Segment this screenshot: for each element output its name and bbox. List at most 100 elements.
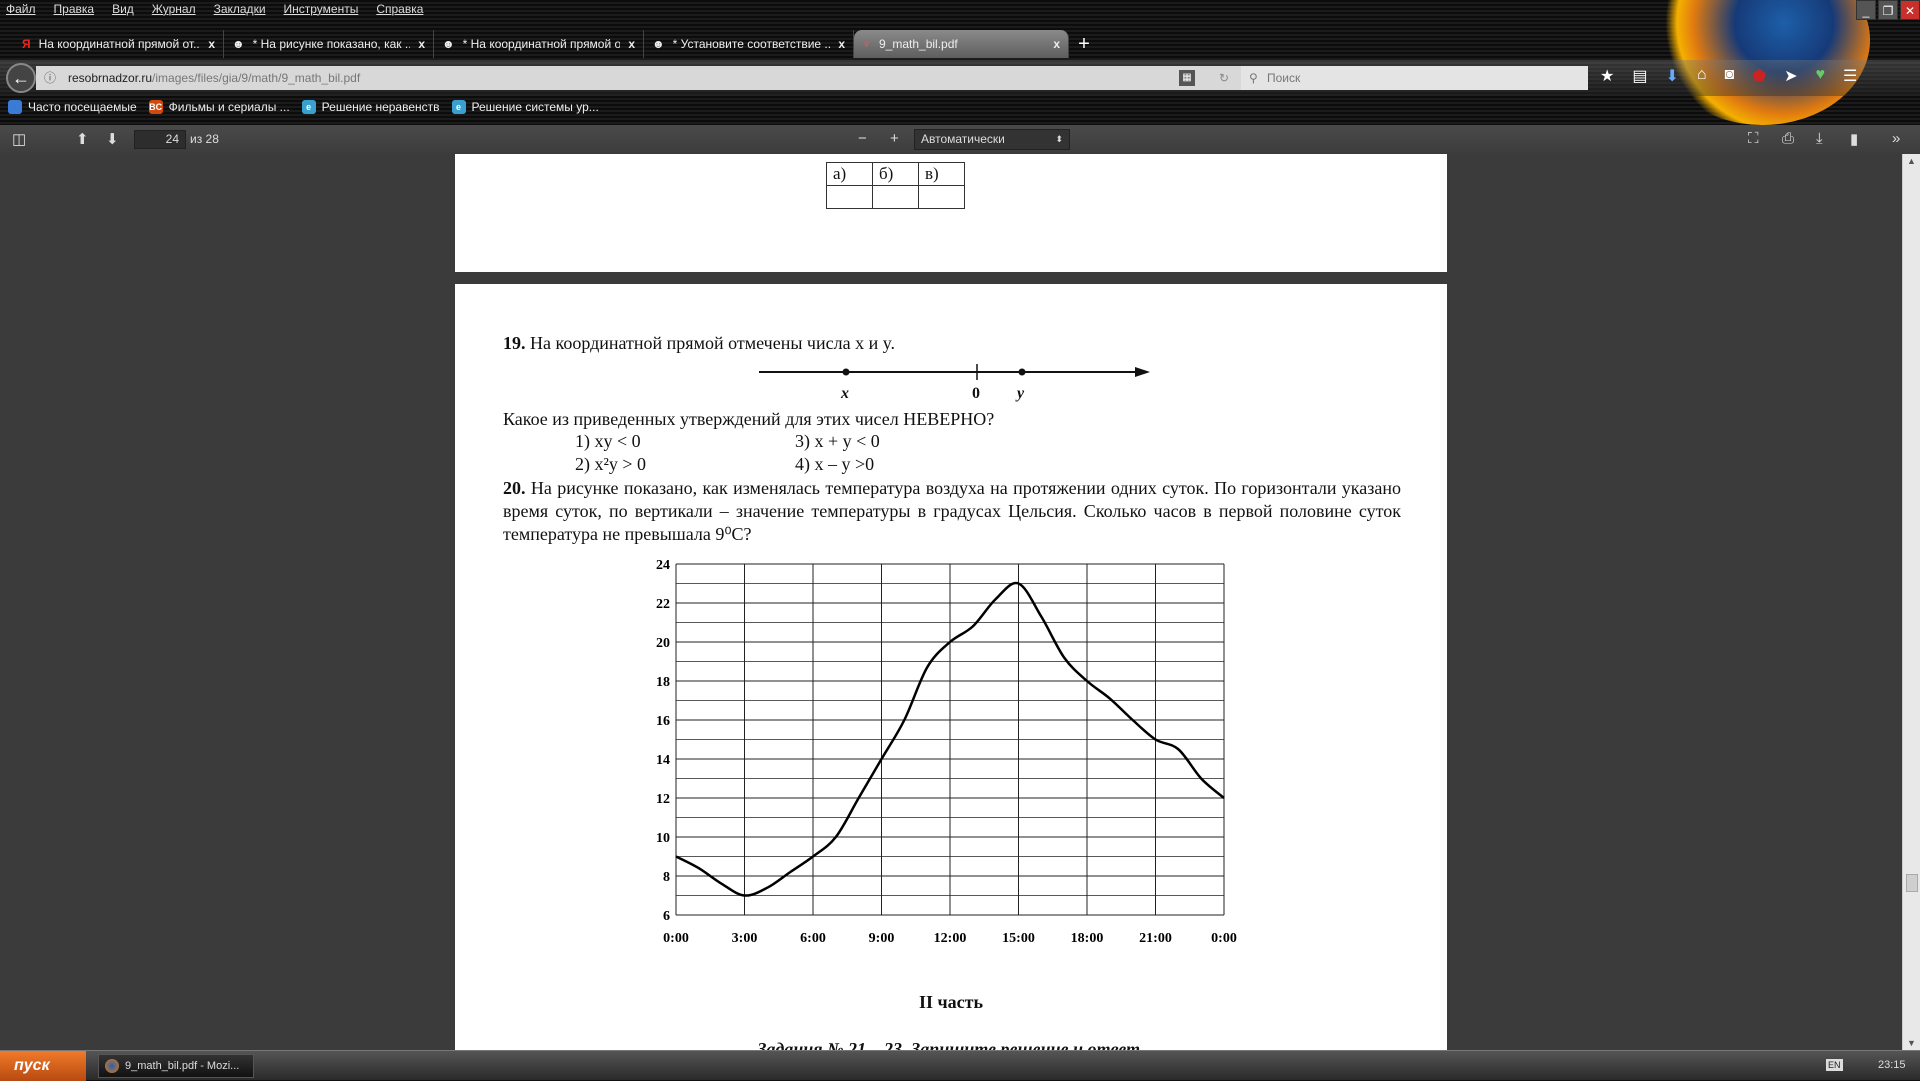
part-2-heading: II часть [918,992,983,1012]
menu-history[interactable]: Журнал [151,2,196,16]
bookmark-label: Решение системы ур... [471,100,599,114]
info-icon[interactable]: ⓘ [44,71,57,85]
pdf-page-23: а) б) в) [455,154,1447,272]
tools-chevron-icon[interactable]: » [1892,130,1901,147]
bookmark-icon[interactable]: ▮ [1850,131,1859,148]
ublock-icon[interactable]: ⬟ [1752,68,1767,85]
menu-edit[interactable]: Правка [53,2,95,16]
home-icon[interactable]: ⌂ [1696,66,1707,83]
answer-table: а) б) в) [826,162,965,209]
search-icon: ⚲ [1249,71,1258,85]
presentation-mode-icon[interactable]: ⛶ [1748,130,1759,147]
x-tick-label: 6:00 [800,931,826,945]
tab-close-button[interactable]: x [418,37,425,51]
temperature-series-line [675,581,1225,897]
bookmark-label: Фильмы и сериалы ... [168,100,290,114]
pdf-toolbar: ◫ ⬆ ⬇ 24 из 28 − + Автоматически ⬍ ⛶ ⎙ ⤓ … [0,125,1920,154]
download-icon[interactable]: ⤓ [1816,130,1823,147]
tab-close-button[interactable]: x [1053,37,1060,51]
zoom-in-icon[interactable]: + [890,130,899,147]
reader-grid-icon[interactable]: ▦ [1179,70,1195,86]
bookmark-label: Часто посещаемые [28,100,137,114]
send-icon[interactable]: ➤ [1784,68,1798,85]
pocket-icon[interactable]: ◙ [1724,66,1735,83]
tab-close-button[interactable]: x [208,37,215,51]
answer-cell [918,185,965,209]
bc-icon: BC [148,100,163,114]
tab-title: * Установите соответствие ... [672,37,831,51]
back-button[interactable]: ← [6,63,36,93]
tab-5-active[interactable]: ♆ 9_math_bil.pdf x [854,30,1069,58]
folder-icon [8,100,22,114]
answer-cell [826,185,873,209]
scroll-up-icon[interactable]: ▲ [1907,156,1916,166]
number-line-label-y: y [1017,385,1025,402]
reading-list-icon[interactable]: ▤ [1632,68,1648,85]
x-tick-label: 12:00 [934,931,967,945]
x-tick-label: 0:00 [663,931,689,945]
menu-file[interactable]: Файл [6,2,36,16]
tab-title: На координатной прямой от... [38,37,201,51]
tab-title: * На рисунке показано, как ... [252,37,411,51]
ie-icon: e [301,100,316,114]
language-indicator[interactable]: EN [1826,1059,1843,1071]
select-arrows-icon: ⬍ [1055,134,1063,144]
window-close-button[interactable]: ✕ [1900,0,1920,20]
bookmark-item[interactable]: BC Фильмы и сериалы ... [148,100,290,114]
minimize-button[interactable]: _ [1856,0,1876,20]
new-tab-button[interactable]: + [1078,33,1090,55]
zoom-select[interactable]: Автоматически ⬍ [914,129,1070,150]
tab-1[interactable]: Я На координатной прямой от... x [14,30,224,58]
page-number-input[interactable]: 24 [134,130,186,149]
vertical-scrollbar[interactable]: ▲ ▼ [1902,154,1920,1050]
tasks-note: Задания № 21 – 23. Запишите решение и от… [757,1039,1145,1050]
menu-view[interactable]: Вид [112,2,134,16]
print-icon[interactable]: ⎙ [1782,130,1795,147]
tab-close-button[interactable]: x [838,37,845,51]
answer-header-b: б) [872,162,919,186]
bookmark-item[interactable]: Часто посещаемые [8,100,137,114]
number-line [759,364,1150,380]
question-19: 19. На координатной прямой отмечены числ… [503,332,1401,355]
tab-2[interactable]: ☻ * На рисунке показано, как ... x [224,30,434,58]
zoom-out-icon[interactable]: − [858,130,867,147]
tab-close-button[interactable]: x [628,37,635,51]
tab-3[interactable]: ☻ * На координатной прямой о... x [434,30,644,58]
extension-icon[interactable]: ♥ [1815,66,1826,83]
bookmark-item[interactable]: e Решение системы ур... [451,100,599,114]
search-input[interactable]: ⚲ Поиск [1241,66,1588,90]
question-number: 20. [503,478,526,498]
sidebar-toggle-icon[interactable]: ◫ [12,131,27,148]
scrollbar-thumb[interactable] [1906,874,1918,892]
y-tick-label: 14 [656,753,670,768]
url-bar[interactable]: ⓘ resobrnadzor.ru/images/files/gia/9/mat… [36,66,1241,90]
bookmark-item[interactable]: e Решение неравенств [301,100,440,114]
ie-icon: e [451,100,466,114]
page-count: из 28 [190,132,219,146]
taskbar: пуск 9_math_bil.pdf - Mozi... EN 23:15 [0,1050,1920,1081]
menu-help[interactable]: Справка [376,2,424,16]
downloads-icon[interactable]: ⬇ [1665,68,1679,85]
reload-icon[interactable]: ↻ [1218,71,1229,85]
question-text: На рисунке показано, как изменялась темп… [503,478,1402,544]
tab-4[interactable]: ☻ * Установите соответствие ... x [644,30,854,58]
bookmark-label: Решение неравенств [321,100,440,114]
menu-bookmarks[interactable]: Закладки [213,2,266,16]
menu-tools[interactable]: Инструменты [283,2,359,16]
url-path: /images/files/gia/9/math/9_math_bil.pdf [152,71,361,85]
bookmark-star-icon[interactable]: ★ [1600,68,1615,85]
site-icon: ☻ [442,37,455,51]
taskbar-firefox-item[interactable]: 9_math_bil.pdf - Mozi... [98,1054,254,1078]
tab-strip: Я На координатной прямой от... x ☻ * На рис… [14,30,1099,58]
menu-hamburger-icon[interactable]: ☰ [1843,68,1858,85]
scroll-down-icon[interactable]: ▼ [1907,1038,1916,1048]
previous-page-icon[interactable]: ⬆ [76,131,89,148]
y-tick-label: 10 [656,831,670,846]
answer-header-a: а) [826,162,873,186]
search-placeholder: Поиск [1267,71,1301,85]
question-text: На координатной прямой отмечены числа x … [530,333,896,353]
restore-button[interactable]: ❐ [1878,0,1898,20]
option-1: 1) xy < 0 [575,431,641,451]
next-page-icon[interactable]: ⬇ [106,131,119,148]
start-button[interactable]: пуск [0,1051,86,1081]
